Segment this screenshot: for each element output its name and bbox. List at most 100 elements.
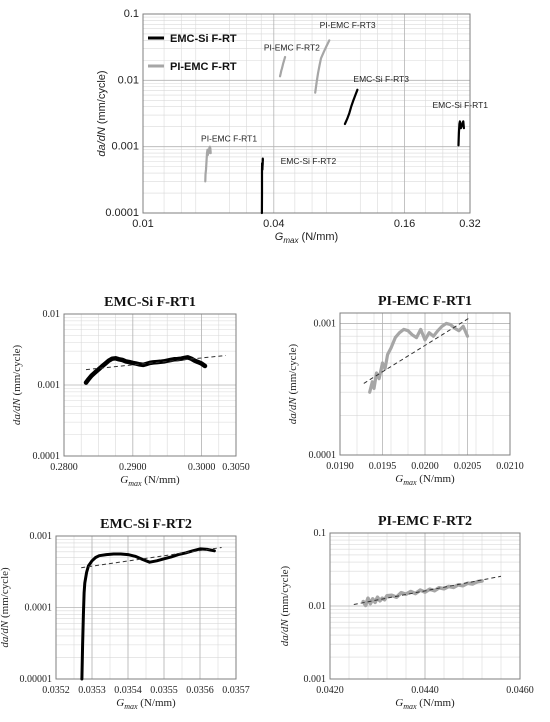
plot-frame: [63, 313, 237, 457]
x-tick-label: 0.0356: [186, 685, 214, 696]
y-tick-label: 0.00001: [20, 674, 53, 685]
x-tick-label: 0.0357: [222, 685, 250, 696]
y-tick-label: 0.1: [314, 528, 327, 539]
y-tick-label: 0.01: [309, 601, 327, 612]
chart-title: PI-EMC F-RT1: [378, 294, 472, 309]
x-axis-label-sub: max: [403, 702, 417, 711]
x-axis-label-sub: max: [283, 236, 299, 245]
x-axis-label-sub: max: [128, 479, 142, 488]
series-emc-si-f-rt3: [343, 88, 359, 126]
x-axis-label-unit: (N/mm): [138, 697, 177, 709]
x-axis-label-main: G: [395, 697, 403, 709]
annotation-label: EMC-Si F-RT2: [281, 156, 337, 166]
series-pi-emc-f-rt1: [204, 145, 212, 183]
x-axis-label: Gmax (N/mm): [395, 697, 455, 711]
series-emc-si-f-rt2: [260, 157, 264, 215]
y-tick-label: 0.001: [30, 531, 53, 542]
legend-label: EMC-Si F-RT: [170, 33, 237, 45]
x-axis-label: Gmax (N/mm): [120, 474, 180, 488]
y-axis-label-unit: (mm/cycle): [287, 343, 299, 397]
trend-line: [81, 547, 222, 569]
x-axis-label-unit: (N/mm): [417, 697, 456, 709]
x-axis-label-unit: (N/mm): [298, 231, 338, 243]
x-tick-label: 0.0200: [411, 461, 439, 472]
annotation-label: EMC-Si F-RT1: [432, 100, 488, 110]
x-tick-label: 0.0440: [411, 685, 439, 696]
y-tick-label: 0.0001: [105, 207, 139, 219]
series-pi-emc-f-rt2: [278, 55, 287, 78]
x-tick-label: 0.32: [459, 218, 480, 230]
x-axis-label-main: G: [116, 697, 124, 709]
x-tick-label: 0.3000: [188, 462, 216, 473]
y-axis-label-main: da/dN: [279, 619, 291, 647]
y-tick-label: 0.01: [43, 309, 61, 320]
x-axis-label: Gmax (N/mm): [275, 231, 338, 245]
y-axis-label-unit: (mm/cycle): [96, 70, 108, 127]
y-axis-label-unit: (mm/cycle): [11, 344, 23, 398]
legend-label: PI-EMC F-RT: [170, 61, 237, 73]
legend: EMC-Si F-RT PI-EMC F-RT: [148, 33, 237, 73]
data-series: [361, 579, 484, 608]
y-tick-label: 0.01: [118, 74, 139, 86]
chart-p2: 0.0001 0.001 0.0190 0.0195 0.0200 0.0205 0.021…: [287, 294, 524, 487]
y-tick-label: 0.0001: [25, 603, 53, 614]
y-axis-label: da/dN (mm/cycle): [96, 70, 108, 156]
y-tick-label: 0.001: [38, 380, 61, 391]
x-tick-label: 0.2900: [119, 462, 147, 473]
x-tick-label: 0.04: [263, 218, 284, 230]
x-tick-label: 0.0353: [78, 685, 106, 696]
chart-title: EMC-Si F-RT1: [104, 295, 196, 310]
y-tick-label: 0.1: [124, 8, 139, 20]
x-tick-label: 0.0352: [42, 685, 70, 696]
x-tick-label: 0.0354: [114, 685, 142, 696]
plot-frame: [142, 13, 471, 214]
chart-main: 0.0001 0.001 0.01 0.1 0.01 0.04 0.16 0.32 Gmax (…: [96, 8, 488, 245]
data-series: [83, 355, 208, 385]
chart-title: PI-EMC F-RT2: [378, 514, 472, 529]
annotation-label: PI-EMC F-RT3: [320, 20, 376, 30]
x-axis-label-unit: (N/mm): [417, 473, 456, 485]
x-tick-label: 0.0355: [150, 685, 178, 696]
data-series: [368, 321, 470, 394]
x-axis-label-sub: max: [124, 702, 138, 711]
x-axis-label-main: G: [275, 231, 284, 243]
plot-frame: [329, 532, 521, 680]
x-axis-label: Gmax (N/mm): [395, 473, 455, 487]
x-tick-label: 0.01: [132, 218, 153, 230]
y-axis-label-unit: (mm/cycle): [0, 567, 11, 621]
data-series: [80, 547, 216, 681]
y-tick-label: 0.0001: [33, 451, 61, 462]
y-axis-label-main: da/dN: [11, 398, 23, 426]
series-emc-si-f-rt1: [457, 120, 465, 147]
series-pi-emc-f-rt3: [314, 39, 331, 94]
x-tick-label: 0.0460: [506, 685, 534, 696]
trend-line: [85, 355, 226, 371]
annotation-label: PI-EMC F-RT1: [201, 133, 257, 143]
y-axis-label-main: da/dN: [0, 620, 11, 648]
trend-line: [353, 575, 502, 605]
y-tick-label: 0.0001: [309, 450, 337, 461]
y-tick-label: 0.001: [314, 318, 337, 329]
x-tick-label: 0.2800: [50, 462, 78, 473]
chart-p3: 0.00001 0.0001 0.001 0.0352 0.0353 0.0354 0.03…: [0, 517, 250, 711]
x-tick-label: 0.0195: [369, 461, 397, 472]
x-axis-label-sub: max: [403, 478, 417, 487]
y-axis-label: da/dN (mm/cycle): [279, 565, 291, 646]
chart-title: EMC-Si F-RT2: [100, 517, 192, 532]
plot-frame: [55, 535, 237, 680]
y-tick-label: 0.001: [304, 674, 327, 685]
x-tick-label: 0.0210: [496, 461, 524, 472]
x-axis-label-main: G: [395, 473, 403, 485]
x-tick-label: 0.16: [394, 218, 415, 230]
major-grid: [339, 313, 511, 456]
x-tick-label: 0.3050: [222, 462, 250, 473]
chart-p4: 0.001 0.01 0.1 0.0420 0.0440 0.0460 PI-EMC F-R…: [279, 514, 534, 711]
y-axis-label-unit: (mm/cycle): [279, 565, 291, 619]
x-tick-label: 0.0420: [316, 685, 344, 696]
plot-frame: [339, 312, 511, 456]
y-axis-label: da/dN (mm/cycle): [11, 344, 23, 425]
x-axis-label-unit: (N/mm): [142, 474, 181, 486]
grid: [143, 14, 470, 213]
y-axis-label-main: da/dN: [96, 127, 108, 156]
